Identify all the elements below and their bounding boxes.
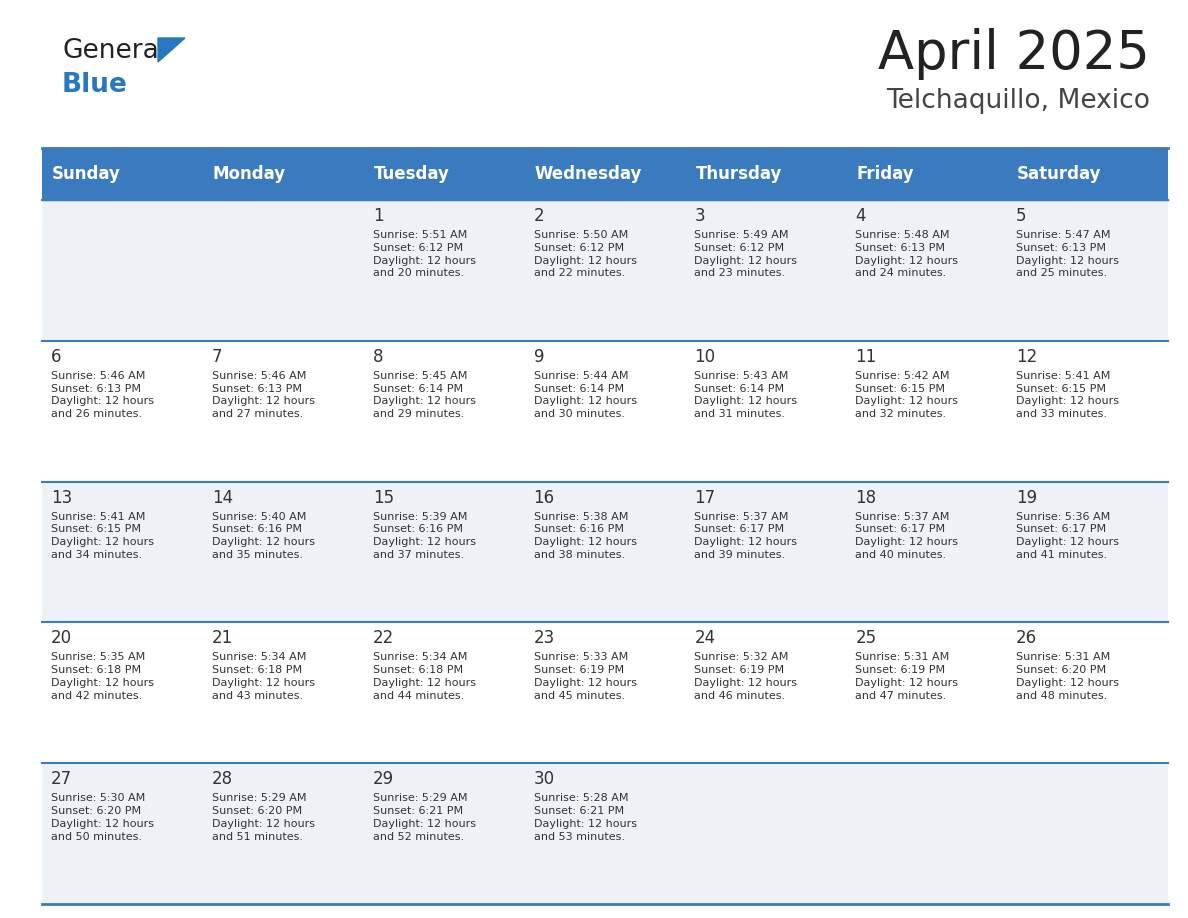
Text: 18: 18 <box>855 488 877 507</box>
Text: Sunrise: 5:31 AM
Sunset: 6:20 PM
Daylight: 12 hours
and 48 minutes.: Sunrise: 5:31 AM Sunset: 6:20 PM Dayligh… <box>1016 653 1119 700</box>
Text: Monday: Monday <box>213 165 286 183</box>
Text: Sunrise: 5:36 AM
Sunset: 6:17 PM
Daylight: 12 hours
and 41 minutes.: Sunrise: 5:36 AM Sunset: 6:17 PM Dayligh… <box>1016 511 1119 560</box>
Text: Sunrise: 5:40 AM
Sunset: 6:16 PM
Daylight: 12 hours
and 35 minutes.: Sunrise: 5:40 AM Sunset: 6:16 PM Dayligh… <box>211 511 315 560</box>
Text: Sunrise: 5:34 AM
Sunset: 6:18 PM
Daylight: 12 hours
and 43 minutes.: Sunrise: 5:34 AM Sunset: 6:18 PM Dayligh… <box>211 653 315 700</box>
Text: 12: 12 <box>1016 348 1037 365</box>
Bar <box>42 622 1168 763</box>
Text: Sunrise: 5:47 AM
Sunset: 6:13 PM
Daylight: 12 hours
and 25 minutes.: Sunrise: 5:47 AM Sunset: 6:13 PM Dayligh… <box>1016 230 1119 278</box>
Text: Sunrise: 5:37 AM
Sunset: 6:17 PM
Daylight: 12 hours
and 40 minutes.: Sunrise: 5:37 AM Sunset: 6:17 PM Dayligh… <box>855 511 959 560</box>
Text: Sunrise: 5:46 AM
Sunset: 6:13 PM
Daylight: 12 hours
and 26 minutes.: Sunrise: 5:46 AM Sunset: 6:13 PM Dayligh… <box>51 371 154 420</box>
Text: Sunrise: 5:41 AM
Sunset: 6:15 PM
Daylight: 12 hours
and 33 minutes.: Sunrise: 5:41 AM Sunset: 6:15 PM Dayligh… <box>1016 371 1119 420</box>
Text: April 2025: April 2025 <box>878 28 1150 80</box>
Text: Sunrise: 5:43 AM
Sunset: 6:14 PM
Daylight: 12 hours
and 31 minutes.: Sunrise: 5:43 AM Sunset: 6:14 PM Dayligh… <box>695 371 797 420</box>
Bar <box>42 482 1168 622</box>
Text: 1: 1 <box>373 207 384 225</box>
Text: 24: 24 <box>695 630 715 647</box>
Text: 30: 30 <box>533 770 555 789</box>
Text: 25: 25 <box>855 630 877 647</box>
Text: Sunrise: 5:41 AM
Sunset: 6:15 PM
Daylight: 12 hours
and 34 minutes.: Sunrise: 5:41 AM Sunset: 6:15 PM Dayligh… <box>51 511 154 560</box>
Text: General: General <box>62 38 166 64</box>
Text: 11: 11 <box>855 348 877 365</box>
Text: Sunrise: 5:29 AM
Sunset: 6:21 PM
Daylight: 12 hours
and 52 minutes.: Sunrise: 5:29 AM Sunset: 6:21 PM Dayligh… <box>373 793 475 842</box>
Text: 20: 20 <box>51 630 72 647</box>
Text: Sunrise: 5:30 AM
Sunset: 6:20 PM
Daylight: 12 hours
and 50 minutes.: Sunrise: 5:30 AM Sunset: 6:20 PM Dayligh… <box>51 793 154 842</box>
Text: 23: 23 <box>533 630 555 647</box>
Polygon shape <box>158 38 185 62</box>
Text: Sunrise: 5:51 AM
Sunset: 6:12 PM
Daylight: 12 hours
and 20 minutes.: Sunrise: 5:51 AM Sunset: 6:12 PM Dayligh… <box>373 230 475 278</box>
Text: Sunrise: 5:46 AM
Sunset: 6:13 PM
Daylight: 12 hours
and 27 minutes.: Sunrise: 5:46 AM Sunset: 6:13 PM Dayligh… <box>211 371 315 420</box>
Text: 13: 13 <box>51 488 72 507</box>
Text: 22: 22 <box>373 630 394 647</box>
Text: 9: 9 <box>533 348 544 365</box>
Text: 16: 16 <box>533 488 555 507</box>
Text: Sunrise: 5:32 AM
Sunset: 6:19 PM
Daylight: 12 hours
and 46 minutes.: Sunrise: 5:32 AM Sunset: 6:19 PM Dayligh… <box>695 653 797 700</box>
Text: Blue: Blue <box>62 72 128 98</box>
Text: 3: 3 <box>695 207 704 225</box>
Text: Sunrise: 5:33 AM
Sunset: 6:19 PM
Daylight: 12 hours
and 45 minutes.: Sunrise: 5:33 AM Sunset: 6:19 PM Dayligh… <box>533 653 637 700</box>
Text: Sunrise: 5:48 AM
Sunset: 6:13 PM
Daylight: 12 hours
and 24 minutes.: Sunrise: 5:48 AM Sunset: 6:13 PM Dayligh… <box>855 230 959 278</box>
Text: Sunrise: 5:38 AM
Sunset: 6:16 PM
Daylight: 12 hours
and 38 minutes.: Sunrise: 5:38 AM Sunset: 6:16 PM Dayligh… <box>533 511 637 560</box>
Text: Sunrise: 5:44 AM
Sunset: 6:14 PM
Daylight: 12 hours
and 30 minutes.: Sunrise: 5:44 AM Sunset: 6:14 PM Dayligh… <box>533 371 637 420</box>
Bar <box>42 763 1168 904</box>
Text: Sunrise: 5:39 AM
Sunset: 6:16 PM
Daylight: 12 hours
and 37 minutes.: Sunrise: 5:39 AM Sunset: 6:16 PM Dayligh… <box>373 511 475 560</box>
Text: Friday: Friday <box>857 165 914 183</box>
Text: Sunrise: 5:35 AM
Sunset: 6:18 PM
Daylight: 12 hours
and 42 minutes.: Sunrise: 5:35 AM Sunset: 6:18 PM Dayligh… <box>51 653 154 700</box>
Text: 21: 21 <box>211 630 233 647</box>
Text: Sunrise: 5:42 AM
Sunset: 6:15 PM
Daylight: 12 hours
and 32 minutes.: Sunrise: 5:42 AM Sunset: 6:15 PM Dayligh… <box>855 371 959 420</box>
Text: 5: 5 <box>1016 207 1026 225</box>
Text: 29: 29 <box>373 770 394 789</box>
Text: Thursday: Thursday <box>695 165 782 183</box>
Text: Wednesday: Wednesday <box>535 165 642 183</box>
Text: Sunrise: 5:50 AM
Sunset: 6:12 PM
Daylight: 12 hours
and 22 minutes.: Sunrise: 5:50 AM Sunset: 6:12 PM Dayligh… <box>533 230 637 278</box>
Text: 15: 15 <box>373 488 394 507</box>
Text: Sunrise: 5:37 AM
Sunset: 6:17 PM
Daylight: 12 hours
and 39 minutes.: Sunrise: 5:37 AM Sunset: 6:17 PM Dayligh… <box>695 511 797 560</box>
Text: Telchaquillo, Mexico: Telchaquillo, Mexico <box>886 88 1150 114</box>
Text: 28: 28 <box>211 770 233 789</box>
Text: 17: 17 <box>695 488 715 507</box>
Text: Sunrise: 5:49 AM
Sunset: 6:12 PM
Daylight: 12 hours
and 23 minutes.: Sunrise: 5:49 AM Sunset: 6:12 PM Dayligh… <box>695 230 797 278</box>
Bar <box>42 200 1168 341</box>
Text: Sunrise: 5:34 AM
Sunset: 6:18 PM
Daylight: 12 hours
and 44 minutes.: Sunrise: 5:34 AM Sunset: 6:18 PM Dayligh… <box>373 653 475 700</box>
Text: 10: 10 <box>695 348 715 365</box>
Text: 26: 26 <box>1016 630 1037 647</box>
Text: Tuesday: Tuesday <box>374 165 449 183</box>
Text: Sunday: Sunday <box>52 165 121 183</box>
Text: Saturday: Saturday <box>1017 165 1101 183</box>
Text: 2: 2 <box>533 207 544 225</box>
Text: 19: 19 <box>1016 488 1037 507</box>
Text: Sunrise: 5:31 AM
Sunset: 6:19 PM
Daylight: 12 hours
and 47 minutes.: Sunrise: 5:31 AM Sunset: 6:19 PM Dayligh… <box>855 653 959 700</box>
Bar <box>42 148 1168 200</box>
Text: 14: 14 <box>211 488 233 507</box>
Text: 27: 27 <box>51 770 72 789</box>
Bar <box>42 341 1168 482</box>
Text: 4: 4 <box>855 207 866 225</box>
Text: 7: 7 <box>211 348 222 365</box>
Text: Sunrise: 5:28 AM
Sunset: 6:21 PM
Daylight: 12 hours
and 53 minutes.: Sunrise: 5:28 AM Sunset: 6:21 PM Dayligh… <box>533 793 637 842</box>
Text: 8: 8 <box>373 348 384 365</box>
Text: Sunrise: 5:29 AM
Sunset: 6:20 PM
Daylight: 12 hours
and 51 minutes.: Sunrise: 5:29 AM Sunset: 6:20 PM Dayligh… <box>211 793 315 842</box>
Text: Sunrise: 5:45 AM
Sunset: 6:14 PM
Daylight: 12 hours
and 29 minutes.: Sunrise: 5:45 AM Sunset: 6:14 PM Dayligh… <box>373 371 475 420</box>
Text: 6: 6 <box>51 348 62 365</box>
